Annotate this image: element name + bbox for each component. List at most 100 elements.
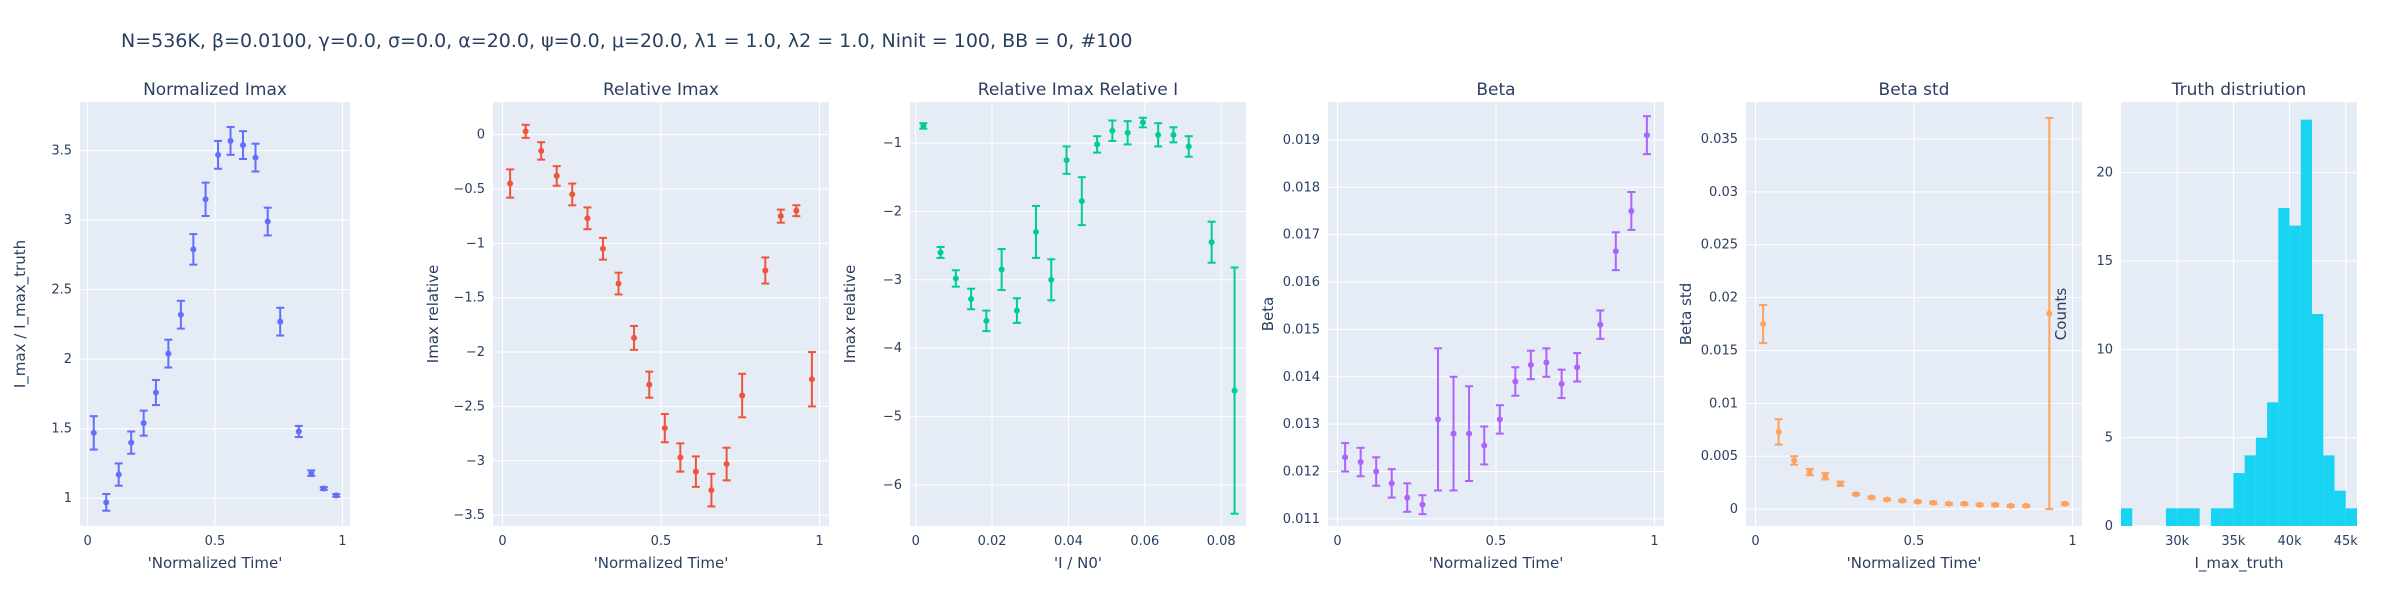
marker	[308, 470, 315, 477]
marker	[1496, 416, 1503, 423]
histogram-bar	[2244, 455, 2256, 526]
x-tick-label: 1	[338, 534, 346, 549]
marker	[584, 215, 591, 222]
y-tick-label: 0.011	[1283, 512, 1320, 527]
y-axis-label: Beta std	[1677, 283, 1695, 346]
marker	[140, 420, 147, 427]
data-point	[1418, 494, 1427, 516]
y-tick-label: 0.013	[1283, 417, 1320, 432]
data-point	[1913, 498, 1922, 505]
histogram-bar	[2345, 508, 2357, 526]
data-point	[1230, 266, 1239, 515]
marker	[2023, 502, 2030, 509]
plot-area	[910, 102, 1246, 526]
subplot-2: 0 −0.5 −1 −1.5 −2 −2.5 −3 −3.5 0 0.5 1 Relative Ima…	[424, 80, 829, 572]
y-tick-label: −1.5	[453, 291, 485, 306]
marker	[723, 461, 730, 468]
histogram-bar	[2233, 473, 2245, 526]
data-point	[114, 462, 123, 487]
histogram-bar	[2121, 508, 2133, 526]
x-tick-label: 0.5	[1904, 534, 1925, 549]
marker	[739, 392, 746, 399]
x-tick-label: 0.02	[978, 534, 1007, 549]
subplot-3: −1 −2 −3 −4 −5 −6 0 0.02 0.04 0.06 0.08 Relative Im…	[841, 80, 1246, 572]
data-point	[691, 455, 700, 488]
marker	[677, 454, 684, 461]
y-tick-label: −3.5	[453, 508, 485, 523]
data-point	[1774, 418, 1783, 446]
y-tick-label: −5	[883, 410, 902, 425]
marker	[1048, 276, 1055, 283]
y-axis-label: Counts	[2052, 288, 2070, 341]
data-point	[1975, 501, 1984, 508]
data-point	[967, 287, 976, 311]
y-tick-label: 0.005	[1701, 449, 1738, 464]
data-point	[201, 181, 210, 217]
data-point	[1169, 126, 1178, 144]
y-tick-label: 15	[2096, 254, 2113, 269]
data-point	[1542, 347, 1551, 378]
data-point	[1154, 122, 1163, 148]
data-point	[1465, 385, 1474, 482]
y-tick-label: 5	[2105, 431, 2113, 446]
data-point	[239, 130, 248, 160]
data-point	[1403, 482, 1412, 513]
marker	[2046, 310, 2053, 317]
marker	[983, 317, 990, 324]
data-point	[1836, 480, 1845, 487]
x-axis-label: 'Normalized Time'	[594, 554, 729, 572]
histogram-bar	[2177, 508, 2189, 526]
marker	[569, 191, 576, 198]
x-tick-label: 35k	[2221, 534, 2246, 549]
marker	[202, 196, 209, 203]
marker	[538, 147, 545, 154]
data-point	[1093, 135, 1102, 154]
data-point	[568, 182, 577, 207]
data-point	[151, 379, 160, 407]
y-tick-label: −0.5	[453, 182, 485, 197]
data-point	[1387, 468, 1396, 499]
data-point	[1012, 297, 1021, 324]
data-point	[1077, 176, 1086, 227]
y-tick-label: 1.5	[51, 422, 72, 437]
marker	[1185, 143, 1192, 150]
x-tick-label: 0	[498, 534, 506, 549]
marker	[522, 128, 529, 135]
marker	[1643, 132, 1650, 139]
marker	[1109, 127, 1116, 134]
subplot-title: Beta	[1476, 80, 1515, 100]
marker	[1033, 228, 1039, 235]
marker	[1208, 239, 1215, 246]
y-tick-label: 3.5	[51, 144, 72, 159]
data-point	[936, 245, 945, 259]
data-point	[761, 256, 770, 285]
data-point	[214, 139, 223, 170]
data-point	[506, 168, 515, 199]
x-tick-label: 1	[815, 534, 823, 549]
marker	[264, 218, 271, 225]
marker	[1155, 131, 1162, 138]
x-axis-label: 'Normalized Time'	[1847, 554, 1982, 572]
data-point	[1929, 499, 1938, 506]
x-tick-label: 0	[912, 534, 920, 549]
x-tick-label: 0	[1333, 534, 1341, 549]
data-point	[676, 442, 685, 473]
x-tick-label: 45k	[2334, 534, 2359, 549]
marker	[115, 471, 122, 478]
y-tick-label: 0.03	[1709, 185, 1738, 200]
y-tick-label: 0	[477, 128, 485, 143]
y-axis-label: Imax relative	[841, 265, 859, 363]
marker	[1013, 307, 1020, 314]
marker	[103, 499, 110, 506]
subplot-6: 0 5 10 15 20 30k 35k 40k 45k Truth distriution I_m…	[2052, 80, 2358, 573]
data-point	[521, 123, 530, 139]
y-tick-label: 0.018	[1283, 180, 1320, 195]
data-point	[1207, 220, 1216, 264]
data-point	[1573, 352, 1582, 383]
data-point	[1821, 472, 1830, 481]
marker	[1822, 473, 1829, 480]
y-tick-label: 0.02	[1709, 291, 1738, 306]
marker	[1574, 364, 1581, 371]
y-tick-label: 0.01	[1709, 396, 1738, 411]
data-point	[164, 338, 173, 369]
